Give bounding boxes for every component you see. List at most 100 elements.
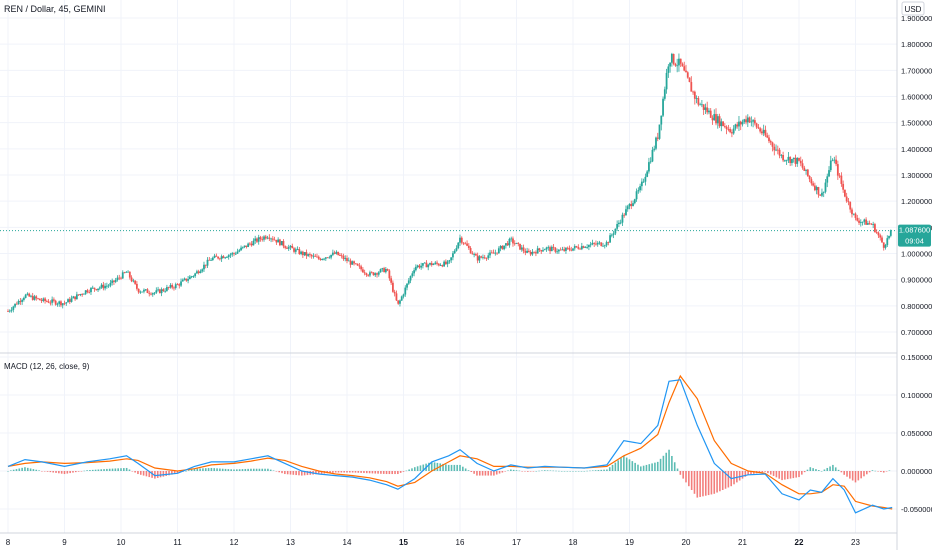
histogram-bar [137,471,139,475]
candle-body [399,300,401,304]
time-tick-label: 9 [62,538,67,547]
time-tick-label: 20 [682,538,691,547]
histogram-bar [377,471,379,474]
histogram-bar [761,471,764,473]
candle-body [494,252,497,254]
time-axis[interactable]: 8 9 10 11 12 13 14 15 16 17 18 19 20 21 22 23 [6,538,861,547]
histogram-bar [86,470,88,471]
histogram-bar [230,469,232,471]
histogram-bar [343,471,345,473]
histogram-bar [244,468,247,471]
candle-body [863,219,866,222]
candle-body [384,269,387,273]
candle-body [446,261,449,265]
histogram-bar [504,471,506,472]
histogram-bar [880,471,882,472]
candle-body [794,157,797,164]
histogram-bar [606,469,608,471]
histogram-bar [80,471,83,472]
histogram-bar [764,471,766,472]
histogram-bar [690,471,693,490]
macd-tick-label: 0.000000 [901,467,932,476]
histogram-bar [704,471,707,496]
histogram-bar [303,471,306,476]
currency-box[interactable] [901,1,925,16]
candle-body [852,213,855,215]
histogram-bar [481,471,484,476]
histogram-bar [772,471,775,476]
histogram-bar [72,471,74,473]
candle-body [782,155,785,161]
histogram-bar [860,471,862,479]
candle-body [478,256,481,261]
candle-body [639,186,641,191]
candle-body [344,258,347,260]
histogram-bar [49,471,52,473]
histogram-bar [758,471,761,473]
macd-axis[interactable]: 0.150000 0.100000 0.050000 0.000000 -0.05000… [901,353,932,514]
histogram-bar [26,467,29,471]
candle-body [506,243,509,246]
candle-body [798,157,800,161]
candle-body [838,175,841,177]
candle-body [821,192,823,196]
indicator-title[interactable]: MACD (12, 26, close, 9) [4,362,90,371]
candle-body [709,110,712,118]
histogram-bar [747,471,749,475]
candle-body [98,287,101,289]
candle-body [309,254,311,255]
symbol-title[interactable]: REN / Dollar, 45, GEMINI [4,4,106,14]
candle-body [538,248,541,251]
candle-body [577,246,580,249]
histogram-bar [679,471,682,475]
histogram-bar [589,470,591,472]
histogram-bar [97,469,100,471]
candle-body [865,219,867,225]
candle-body [704,107,707,110]
candle-body [132,280,135,282]
histogram-bar [298,471,300,476]
histogram-bar [111,468,114,471]
candle-body [369,272,371,276]
price-tick-label: 0.800000 [901,302,932,311]
candle-body [692,91,694,93]
candle-body [231,253,234,255]
histogram-bar [671,455,673,471]
candle-body [723,126,726,127]
candle-body [190,276,193,278]
candle-body [557,249,560,252]
candle-body [181,279,184,282]
histogram-bar [315,471,317,475]
candle-body [14,303,16,307]
candle-body [61,303,64,306]
candle-body [842,183,845,190]
histogram-bar [510,469,512,471]
histogram-bar [832,464,834,471]
candle-body [393,291,396,294]
histogram-bar [388,471,391,475]
candle-body [524,250,527,253]
candle-body [215,255,218,257]
candle-body [457,242,460,249]
candle-body [289,245,292,248]
histogram-bar [385,471,388,475]
histogram-bar [368,471,371,474]
time-tick-label: 16 [456,538,465,547]
candle-body [831,160,834,162]
histogram-bar [117,468,119,471]
candle-body [324,257,327,259]
candle-body [658,124,661,139]
histogram-bar [148,471,151,478]
candle-body [166,287,168,291]
histogram-bar [69,471,71,474]
candle-body [141,291,144,293]
candle-body [395,293,398,301]
histogram-bar [874,470,877,472]
candle-body [143,289,145,292]
price-axis[interactable]: 1.900000 1.800000 1.700000 1.600000 1.500000… [901,14,932,337]
histogram-bar [439,463,442,471]
candle-body [310,254,313,257]
candle-body [176,284,179,286]
candle-body [22,297,25,300]
